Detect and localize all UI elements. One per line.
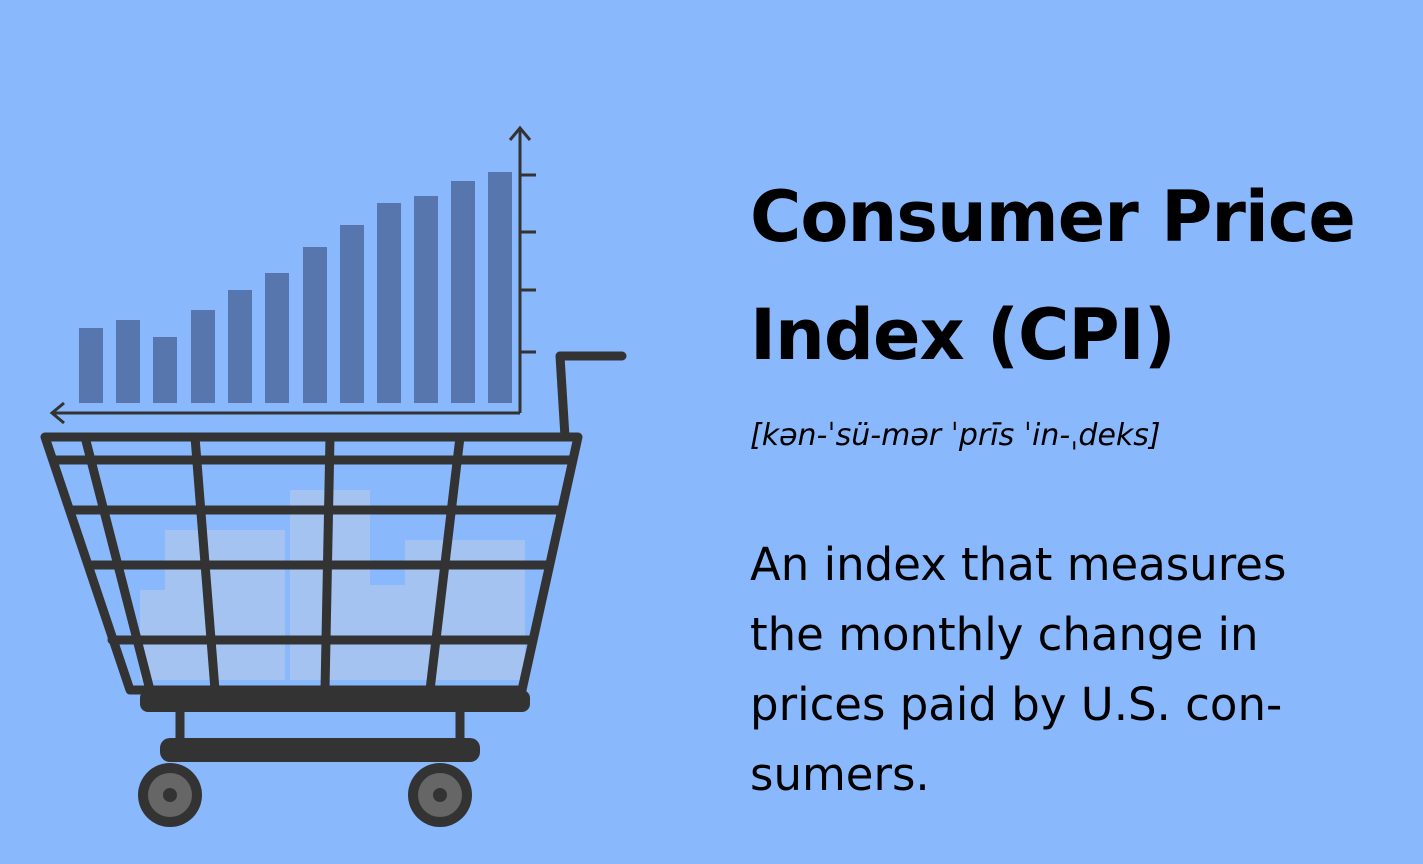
cart-base xyxy=(140,690,530,712)
axes xyxy=(49,125,536,425)
wheels xyxy=(138,763,472,827)
description-line: sumers. xyxy=(750,748,930,801)
cart-illustration xyxy=(40,125,627,827)
title-line: Index (CPI) xyxy=(750,294,1176,376)
description-line: prices paid by U.S. con- xyxy=(750,678,1283,731)
description-line: An index that measures xyxy=(750,538,1287,591)
cart-axle xyxy=(160,738,480,762)
bar-illustration xyxy=(79,172,512,403)
pronunciation: [kən-ˈsü-mər ˈprīs ˈin-ˌdeks] xyxy=(750,418,1161,453)
title: Consumer Price Index (CPI) xyxy=(750,158,1356,394)
title-line: Consumer Price xyxy=(750,176,1356,258)
description: An index that measures the monthly chang… xyxy=(750,530,1286,810)
description-line: the monthly change in xyxy=(750,608,1259,661)
